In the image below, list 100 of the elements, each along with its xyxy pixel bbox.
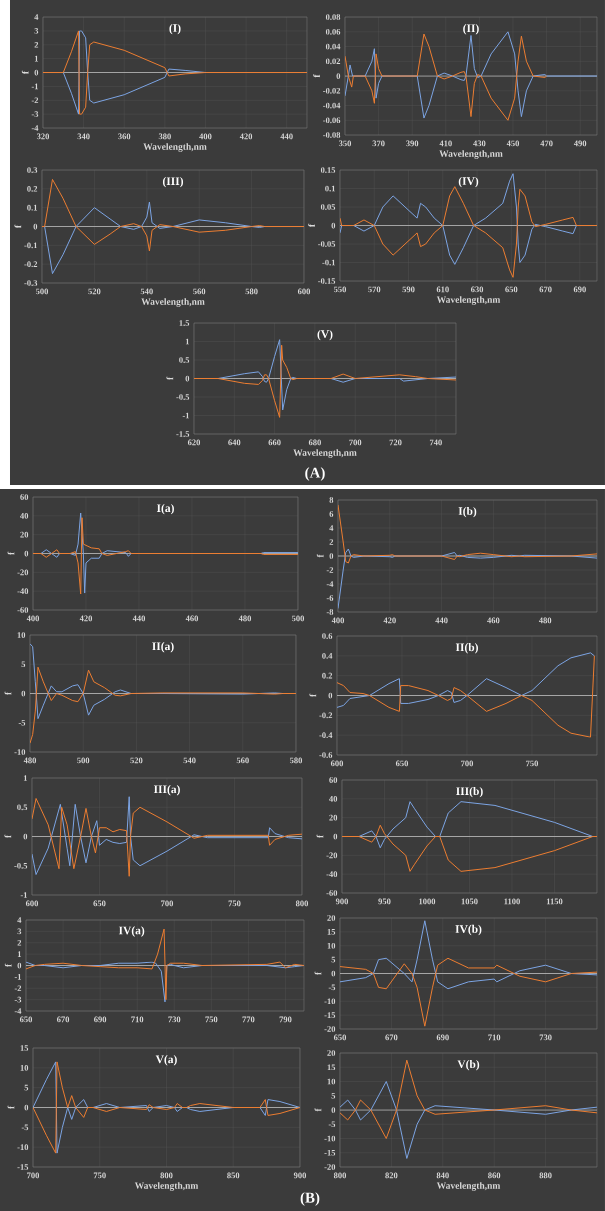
y-tick-label: -4 [326,581,334,587]
x-tick-label: 680 [308,439,321,446]
y-tick-label: 0.1 [27,204,38,211]
y-tick-label: -1 [182,412,190,419]
y-tick-label: 20 [327,915,336,921]
x-tick-label: 880 [539,1172,552,1179]
x-tick-label: 470 [540,140,553,147]
x-tick-label: 440 [280,133,293,140]
text: (III) [162,176,184,188]
y-tick-label: -0.3 [24,280,38,286]
text: I(b) [458,506,477,518]
y-tick-label: -60 [17,607,29,613]
x-tick-label: 550 [333,286,347,293]
y-tick-label: 0 [328,692,333,699]
text: II(b) [455,643,478,654]
x-tick-label: 650 [19,1016,33,1023]
y-tick-label: -0.2 [319,712,333,719]
y-tick-label: 0 [336,73,341,79]
x-tick-label: 620 [187,439,201,446]
y-tick-label: 2 [329,539,334,545]
x-axis-title: Wavelength,nm [439,150,503,159]
y-tick-label: 3 [34,28,39,34]
text: III(b) [456,786,483,798]
y-tick-label: 5 [21,661,26,668]
x-tick-label: 900 [335,898,349,905]
y-tick-label: -5 [18,719,26,726]
x-tick-label: 670 [539,286,552,293]
y-tick-label: 1 [185,338,190,345]
y-tick-label: 0.5 [17,804,28,811]
x-axis-title: Wavelength,nm [141,298,205,307]
text: (II) [463,24,479,35]
x-tick-label: 600 [25,900,39,907]
x-tick-label: 670 [56,1016,70,1023]
y-tick-label: 40 [329,795,338,802]
y-tick-label: -0.05 [318,241,336,247]
y-tick-label: 0 [24,550,29,557]
y-tick-label: 0 [23,833,28,840]
x-tick-label: 710 [488,1034,501,1041]
x-tick-label: 580 [289,757,303,764]
x-tick-label: 710 [131,1016,144,1023]
x-tick-label: 350 [338,140,352,147]
y-tick-label: 0.4 [322,652,333,659]
x-tick-label: 460 [487,617,500,624]
y-tick-label: -6 [326,595,334,601]
x-tick-label: 320 [36,133,50,140]
x-tick-label: 370 [372,140,385,147]
y-tick-label: -0.5 [176,394,190,400]
x-tick-label: 1100 [504,898,520,905]
x-tick-label: 750 [205,1016,218,1023]
y-tick-label: -0.06 [323,117,341,124]
x-tick-label: 580 [245,288,258,295]
x-tick-label: 480 [23,757,37,764]
x-tick-label: 740 [429,439,442,446]
y-tick-label: 0 [333,833,338,840]
y-tick-label: -8 [326,609,334,615]
y-tick-label: -2 [326,567,334,573]
x-axis-title: Wavelength,nm [134,1182,199,1191]
x-tick-label: 410 [439,140,452,147]
y-tick-label: 8 [329,497,334,503]
x-tick-label: 480 [238,615,252,622]
y-tick-label: 20 [20,531,29,538]
y-axis-title: f [4,834,12,839]
y-tick-label: 0.06 [325,28,341,35]
x-tick-label: 430 [473,140,486,147]
y-tick-label: 20 [329,814,338,821]
x-tick-label: 570 [368,286,381,293]
x-tick-label: 390 [406,140,419,147]
x-tick-label: 650 [505,286,518,293]
x-tick-label: 790 [279,1016,292,1023]
x-tick-label: 700 [161,900,174,907]
y-tick-label: 4 [17,917,22,923]
y-tick-label: 0.15 [320,167,336,173]
x-tick-label: 590 [402,286,415,293]
x-tick-label: 450 [506,140,520,147]
y-tick-label: -0.4 [319,732,333,739]
chart-title: IV(a) [118,926,145,937]
y-tick-label: -0.02 [323,87,341,94]
x-tick-label: 650 [395,760,409,767]
y-tick-label: -0.1 [24,242,38,249]
y-tick-label: -10 [14,749,26,755]
x-tick-label: 540 [140,288,153,295]
x-tick-label: 730 [168,1016,181,1023]
y-tick-label: -15 [324,1012,336,1018]
x-tick-label: 650 [333,1034,347,1041]
x-tick-label: 690 [436,1034,449,1041]
y-tick-label: 15 [327,929,336,935]
x-tick-label: 730 [539,1034,552,1041]
y-tick-label: 0 [17,962,22,969]
x-tick-label: 700 [27,1172,40,1179]
x-tick-label: 400 [331,617,345,624]
y-tick-label: 60 [20,494,29,500]
y-tick-label: 4 [329,525,334,531]
y-tick-label: -15 [17,1164,29,1170]
y-tick-label: 10 [17,632,26,638]
y-tick-label: -5 [328,1121,336,1128]
x-tick-label: 720 [389,439,402,446]
y-tick-label: 0 [185,375,190,382]
x-tick-label: 560 [236,757,249,764]
x-axis-title: Wavelength,nm [143,143,207,152]
y-tick-label: -0.2 [24,261,38,268]
